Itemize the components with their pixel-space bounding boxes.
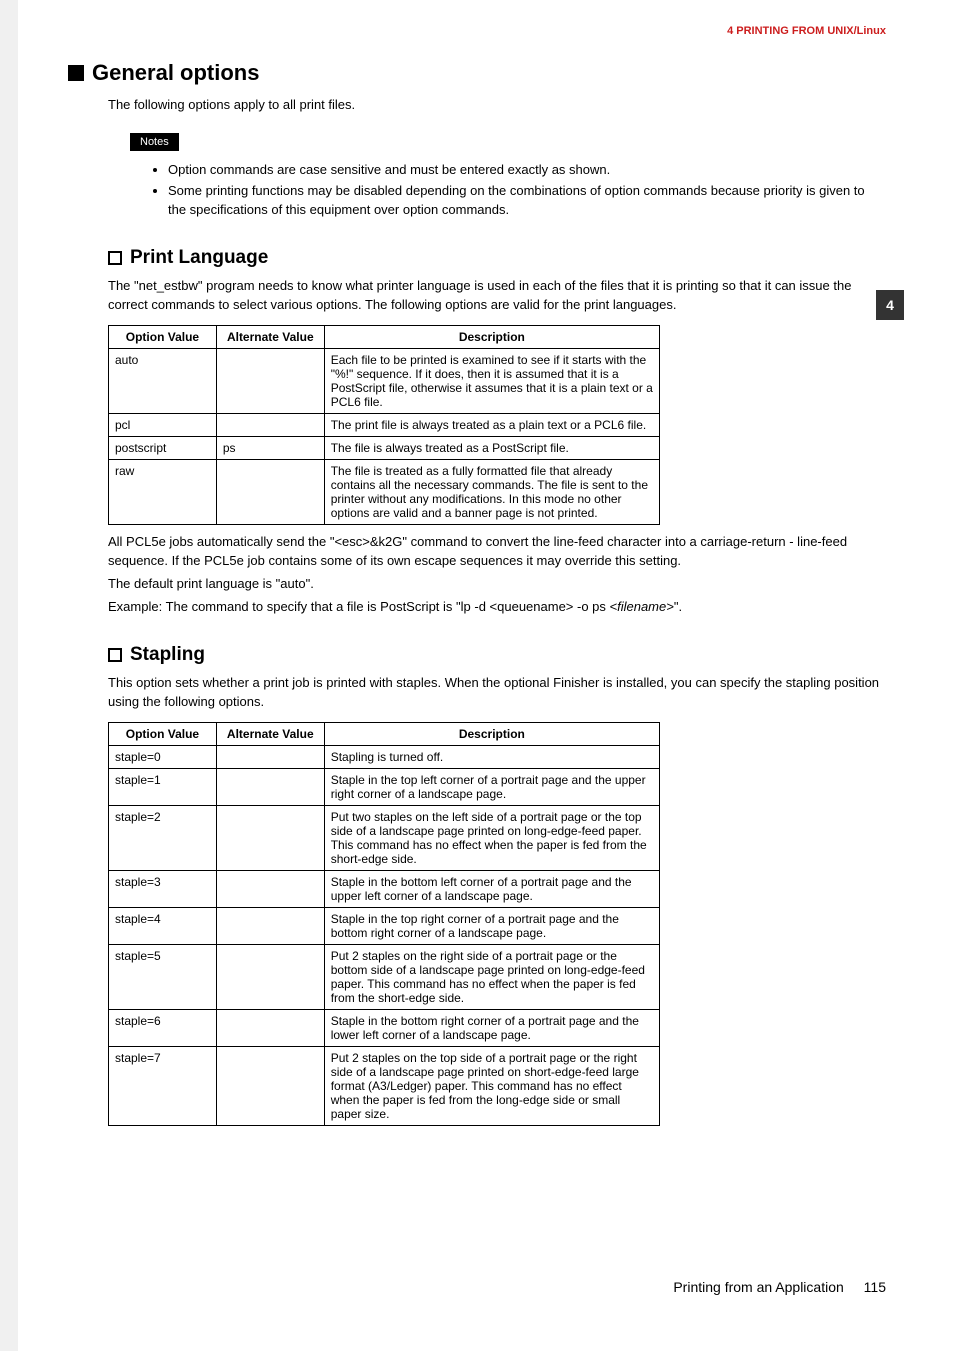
table-cell: staple=5 [109, 945, 217, 1010]
table-cell: staple=2 [109, 806, 217, 871]
table-cell: Staple in the top right corner of a port… [324, 908, 659, 945]
table-row: staple=7 Put 2 staples on the top side of… [109, 1047, 660, 1126]
table-cell [216, 806, 324, 871]
table-cell: The file is always treated as a PostScri… [324, 437, 659, 460]
table-cell: Put 2 staples on the top side of a portr… [324, 1047, 659, 1126]
general-intro: The following options apply to all print… [108, 96, 886, 115]
table-row: postscriptpsThe file is always treated a… [109, 437, 660, 460]
notes-list: Option commands are case sensitive and m… [168, 161, 886, 220]
hollow-square-icon [108, 251, 122, 265]
table-row: staple=1 Staple in the top left corner of… [109, 769, 660, 806]
subsection-title: Stapling [130, 644, 205, 666]
subsection-title: Print Language [130, 247, 268, 269]
table-cell [216, 349, 324, 414]
subsection-stapling: Stapling [108, 644, 886, 666]
hollow-square-icon [108, 648, 122, 662]
table-cell: staple=3 [109, 871, 217, 908]
table-cell: staple=4 [109, 908, 217, 945]
table-cell [216, 746, 324, 769]
table-cell: staple=0 [109, 746, 217, 769]
content-area: General options The following options ap… [68, 0, 886, 1126]
table-header-row: Option Value Alternate Value Description [109, 723, 660, 746]
table-row: auto Each file to be printed is examined … [109, 349, 660, 414]
example-filename: <filename> [610, 599, 674, 614]
subsection-print-language: Print Language [108, 247, 886, 269]
table-cell [216, 871, 324, 908]
section-title: General options [92, 60, 259, 86]
print-language-table: Option Value Alternate Value Description… [108, 325, 660, 525]
page: 4 PRINTING FROM UNIX/Linux 4 General opt… [0, 0, 954, 1351]
table-row: pcl The print file is always treated as a… [109, 414, 660, 437]
col-option-value: Option Value [109, 723, 217, 746]
table-cell: Put 2 staples on the right side of a por… [324, 945, 659, 1010]
table-cell: pcl [109, 414, 217, 437]
col-alternate-value: Alternate Value [216, 723, 324, 746]
chapter-tab: 4 [876, 290, 904, 320]
table-row: staple=0 Stapling is turned off. [109, 746, 660, 769]
example-pre: Example: The command to specify that a f… [108, 599, 610, 614]
table-cell: The file is treated as a fully formatted… [324, 460, 659, 525]
table-cell: The print file is always treated as a pl… [324, 414, 659, 437]
print-lang-after2: The default print language is "auto". [108, 575, 886, 594]
stapling-table: Option Value Alternate Value Description… [108, 722, 660, 1126]
example-post: ". [674, 599, 682, 614]
stapling-intro: This option sets whether a print job is … [108, 674, 886, 712]
table-cell: raw [109, 460, 217, 525]
table-cell: ps [216, 437, 324, 460]
footer-title: Printing from an Application [673, 1279, 843, 1295]
table-row: staple=5 Put 2 staples on the right side … [109, 945, 660, 1010]
table-cell: staple=1 [109, 769, 217, 806]
note-item: Option commands are case sensitive and m… [168, 161, 886, 180]
table-cell: auto [109, 349, 217, 414]
table-cell: staple=7 [109, 1047, 217, 1126]
table-row: staple=2 Put two staples on the left side… [109, 806, 660, 871]
table-row: staple=4 Staple in the top right corner o… [109, 908, 660, 945]
section-general-options: General options [68, 60, 886, 86]
col-description: Description [324, 723, 659, 746]
table-cell [216, 460, 324, 525]
table-cell: staple=6 [109, 1010, 217, 1047]
table-cell [216, 908, 324, 945]
table-cell: Staple in the bottom right corner of a p… [324, 1010, 659, 1047]
print-lang-intro: The "net_estbw" program needs to know wh… [108, 277, 886, 315]
col-description: Description [324, 326, 659, 349]
col-alternate-value: Alternate Value [216, 326, 324, 349]
square-bullet-icon [68, 65, 84, 81]
note-item: Some printing functions may be disabled … [168, 182, 886, 220]
table-cell [216, 414, 324, 437]
col-option-value: Option Value [109, 326, 217, 349]
table-cell: Stapling is turned off. [324, 746, 659, 769]
table-row: staple=3 Staple in the bottom left corner… [109, 871, 660, 908]
table-row: raw The file is treated as a fully format… [109, 460, 660, 525]
table-cell [216, 945, 324, 1010]
table-cell: postscript [109, 437, 217, 460]
table-cell: Staple in the bottom left corner of a po… [324, 871, 659, 908]
table-row: staple=6 Staple in the bottom right corne… [109, 1010, 660, 1047]
table-cell [216, 1047, 324, 1126]
table-cell: Put two staples on the left side of a po… [324, 806, 659, 871]
page-number: 115 [864, 1279, 886, 1295]
chapter-header: 4 PRINTING FROM UNIX/Linux [727, 25, 886, 37]
print-lang-example: Example: The command to specify that a f… [108, 598, 886, 617]
print-lang-after1: All PCL5e jobs automatically send the "<… [108, 533, 886, 571]
table-cell [216, 1010, 324, 1047]
table-cell [216, 769, 324, 806]
table-cell: Each file to be printed is examined to s… [324, 349, 659, 414]
table-header-row: Option Value Alternate Value Description [109, 326, 660, 349]
left-margin-stripe [0, 0, 18, 1351]
table-cell: Staple in the top left corner of a portr… [324, 769, 659, 806]
page-footer: Printing from an Application 115 [673, 1279, 886, 1295]
notes-label: Notes [130, 133, 179, 151]
